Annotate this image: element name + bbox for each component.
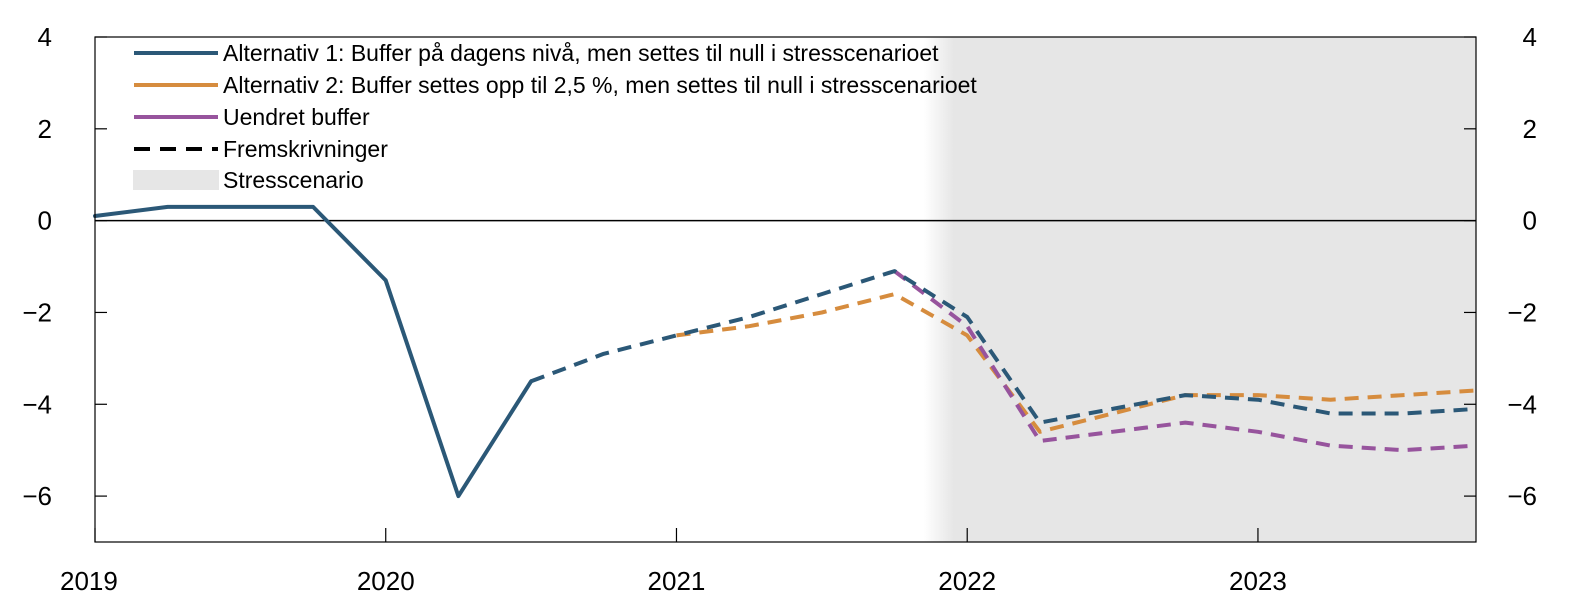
- x-tick-label: 2019: [60, 566, 118, 596]
- legend-item-alternativ-2: Alternativ 2: Buffer settes opp til 2,5 …: [134, 72, 977, 98]
- legend-item-alternativ-1: Alternativ 1: Buffer på dagens nivå, men…: [134, 40, 939, 66]
- legend-label: Fremskrivninger: [223, 136, 388, 162]
- legend-label: Stresscenario: [223, 167, 364, 193]
- x-tick-label: 2022: [938, 566, 996, 596]
- legend-label: Alternativ 2: Buffer settes opp til 2,5 …: [223, 72, 977, 98]
- y-tick-label-left: −4: [22, 389, 52, 419]
- legend-item-fremskrivninger: Fremskrivninger: [134, 136, 388, 162]
- series-3: [893, 269, 1477, 453]
- y-tick-label-left: 2: [38, 114, 52, 144]
- plot-frame: [94, 36, 1477, 543]
- legend-label: Alternativ 1: Buffer på dagens nivå, men…: [223, 40, 939, 66]
- series-2: [676, 292, 1477, 434]
- y-tick-label-right: −6: [1507, 481, 1537, 511]
- legend-item-uendret-buffer: Uendret buffer: [134, 104, 370, 130]
- y-tick-label-left: 4: [38, 22, 52, 52]
- series-1-historical-line: [93, 204, 534, 499]
- legend-item-stresscenario: Stresscenario: [133, 167, 364, 193]
- series-1: [93, 204, 1477, 499]
- legend: Alternativ 1: Buffer på dagens nivå, men…: [133, 40, 977, 193]
- series-3-projection-line: [893, 269, 1477, 453]
- series-1-projection-line: [530, 269, 1477, 425]
- stress-scenario-band: [923, 37, 1476, 542]
- y-tick-label-left: −2: [22, 297, 52, 327]
- legend-swatch: [133, 170, 219, 190]
- series-2-projection-line: [676, 292, 1477, 434]
- x-tick-label: 2023: [1229, 566, 1287, 596]
- y-tick-label-left: 0: [38, 206, 52, 236]
- x-tick-label: 2021: [648, 566, 706, 596]
- legend-label: Uendret buffer: [223, 104, 370, 130]
- y-tick-label-right: 4: [1523, 22, 1537, 52]
- y-tick-label-right: −2: [1507, 297, 1537, 327]
- y-tick-label-left: −6: [22, 481, 52, 511]
- y-tick-label-right: −4: [1507, 389, 1537, 419]
- y-tick-label-right: 2: [1523, 114, 1537, 144]
- y-tick-label-right: 0: [1523, 206, 1537, 236]
- x-tick-label: 2020: [357, 566, 415, 596]
